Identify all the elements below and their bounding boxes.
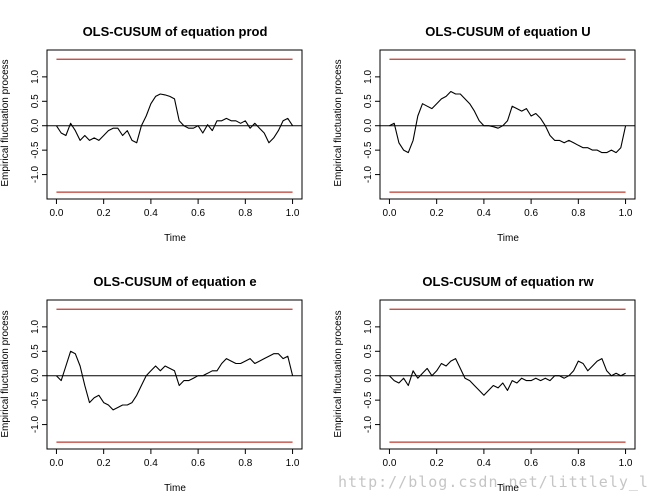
y-axis-label: Empirical fluctuation process <box>333 310 344 437</box>
panel-U: OLS-CUSUM of equation U Empirical fluctu… <box>333 24 636 244</box>
panel-e: OLS-CUSUM of equation e Empirical fluctu… <box>0 274 303 494</box>
x-axis-label: Time <box>164 233 186 244</box>
x-tick-label: 0.0 <box>382 208 396 219</box>
y-tick-label: 1.0 <box>363 319 374 333</box>
plot-frame <box>379 299 636 450</box>
watermark: http://blog.csdn.net/littlely_ll <box>338 473 650 491</box>
x-tick-label: 0.4 <box>144 208 158 219</box>
plot-frame <box>379 49 636 200</box>
y-tick-label: 0.5 <box>30 94 41 108</box>
fluctuation-line <box>55 93 294 144</box>
x-tick-label: 0.8 <box>238 458 252 469</box>
y-tick-label: 0.5 <box>30 344 41 358</box>
y-tick-label: -0.5 <box>363 141 374 159</box>
x-tick-label: 0.0 <box>382 458 396 469</box>
x-tick-label: 1.0 <box>619 208 633 219</box>
x-tick-label: 0.6 <box>191 458 205 469</box>
y-tick-label: 0.0 <box>30 368 41 382</box>
y-tick-label: -0.5 <box>30 141 41 159</box>
x-tick-label: 0.0 <box>49 208 63 219</box>
y-tick-label: 0.5 <box>363 94 374 108</box>
y-tick-label: -1.0 <box>30 416 41 434</box>
chart-title: OLS-CUSUM of equation U <box>425 24 590 39</box>
y-tick-label: -1.0 <box>363 166 374 184</box>
fluctuation-line <box>389 358 626 396</box>
x-tick-label: 1.0 <box>619 458 633 469</box>
x-tick-label: 0.4 <box>477 458 491 469</box>
y-tick-label: 1.0 <box>363 69 374 83</box>
y-tick-label: -0.5 <box>363 391 374 409</box>
x-tick-label: 0.2 <box>430 208 444 219</box>
x-tick-label: 1.0 <box>286 458 300 469</box>
chart-title: OLS-CUSUM of equation prod <box>83 24 268 39</box>
x-tick-label: 1.0 <box>286 208 300 219</box>
y-tick-label: -1.0 <box>30 166 41 184</box>
y-tick-label: 0.0 <box>30 118 41 132</box>
x-tick-label: 0.2 <box>97 208 111 219</box>
x-tick-label: 0.2 <box>97 458 111 469</box>
fluctuation-line <box>56 350 294 411</box>
y-axis-label: Empirical fluctuation process <box>0 59 11 186</box>
y-tick-label: -0.5 <box>30 391 41 409</box>
x-tick-label: 0.8 <box>571 208 585 219</box>
x-axis-label: Time <box>497 483 519 494</box>
chart-title: OLS-CUSUM of equation rw <box>422 274 594 289</box>
x-tick-label: 0.6 <box>524 458 538 469</box>
x-axis-label: Time <box>164 483 186 494</box>
x-axis-label: Time <box>497 233 519 244</box>
chart-title: OLS-CUSUM of equation e <box>93 274 256 289</box>
panel-prod: OLS-CUSUM of equation prod Empirical flu… <box>0 24 303 244</box>
y-tick-label: 1.0 <box>30 319 41 333</box>
x-tick-label: 0.8 <box>238 208 252 219</box>
y-tick-label: -1.0 <box>363 416 374 434</box>
x-tick-label: 0.8 <box>571 458 585 469</box>
y-tick-label: 0.5 <box>363 344 374 358</box>
panel-rw: OLS-CUSUM of equation rw Empirical fluct… <box>333 274 636 494</box>
x-tick-label: 0.6 <box>524 208 538 219</box>
x-tick-label: 0.0 <box>49 458 63 469</box>
fluctuation-line <box>389 90 627 154</box>
y-tick-label: 0.0 <box>363 368 374 382</box>
plot-frame <box>46 299 303 450</box>
x-tick-label: 0.2 <box>430 458 444 469</box>
plot-frame <box>46 49 303 200</box>
x-tick-label: 0.6 <box>191 208 205 219</box>
x-tick-label: 0.4 <box>477 208 491 219</box>
y-tick-label: 0.0 <box>363 118 374 132</box>
y-tick-label: 1.0 <box>30 69 41 83</box>
y-axis-label: Empirical fluctuation process <box>0 310 11 437</box>
y-axis-label: Empirical fluctuation process <box>333 59 344 186</box>
x-tick-label: 0.4 <box>144 458 158 469</box>
